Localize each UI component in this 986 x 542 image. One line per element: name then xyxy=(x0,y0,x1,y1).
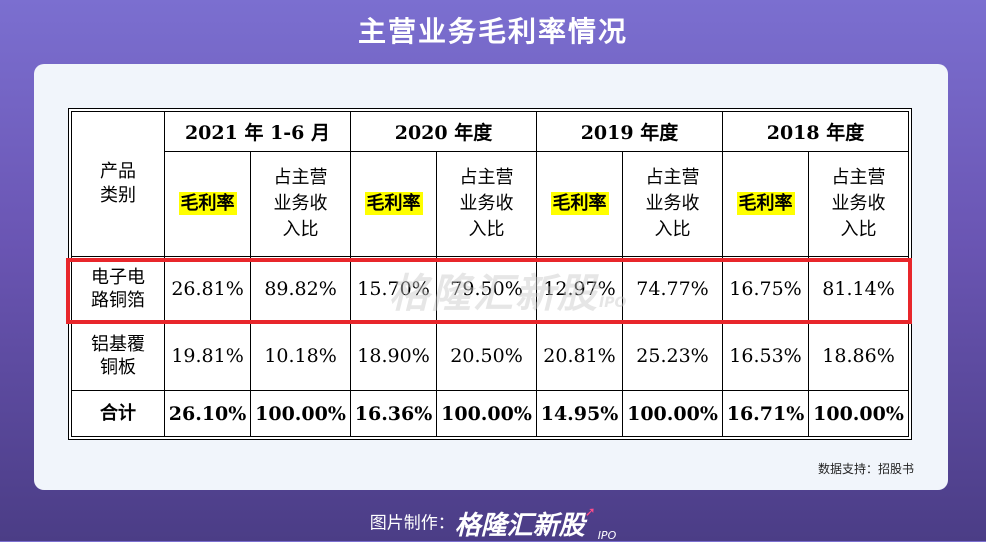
gross-margin-table-frame: 产品 类别 2021 年 1-6 月 2020 年度 2019 年度 2018 … xyxy=(68,108,912,440)
table-cell: 16.75% xyxy=(721,255,810,323)
share-label-text: 占主营业务收入比 xyxy=(831,166,886,240)
table-cell: 19.81% xyxy=(163,321,252,392)
table-cell: 15.70% xyxy=(349,255,438,323)
share-label-text: 占主营业务收入比 xyxy=(459,166,514,240)
footer-credit: 图片制作：格隆汇新股➚IPO xyxy=(0,505,986,542)
table-cell: 14.95% xyxy=(535,390,624,437)
period-header: 2019 年度 xyxy=(535,111,723,152)
page-title: 主营业务毛利率情况 xyxy=(357,15,628,48)
footer-ipo: IPO xyxy=(597,529,617,542)
table-cell: 25.23% xyxy=(622,321,723,392)
table-cell: 89.82% xyxy=(250,255,351,323)
table-cell: 79.50% xyxy=(436,255,537,323)
table-row: 电子电路铜箔 26.81% 89.82% 15.70% 79.50% 12.97… xyxy=(71,255,909,323)
table-cell: 26.81% xyxy=(163,255,252,323)
table-row-total: 合计 26.10% 100.00% 16.36% 100.00% 14.95% … xyxy=(71,390,909,437)
period-header: 2021 年 1-6 月 xyxy=(164,111,351,152)
period-header: 2018 年度 xyxy=(721,111,910,152)
table-cell: 16.53% xyxy=(721,321,810,392)
arrow-icon: ➚ xyxy=(584,505,596,520)
share-label-text: 占主营业务收入比 xyxy=(645,166,700,240)
table-cell: 16.36% xyxy=(349,390,438,437)
table-cell: 100.00% xyxy=(436,390,537,437)
row-category: 合计 xyxy=(71,390,165,437)
row-category: 电子电路铜箔 xyxy=(71,255,165,323)
gross-margin-table: 产品 类别 2021 年 1-6 月 2020 年度 2019 年度 2018 … xyxy=(71,111,910,437)
table-row: 铝基覆铜板 19.81% 10.18% 18.90% 20.50% 20.81%… xyxy=(71,321,909,392)
footer-brand-logo: 格隆汇新股 xyxy=(454,511,585,541)
row-category: 铝基覆铜板 xyxy=(71,321,165,392)
share-label-text: 占主营业务收入比 xyxy=(273,166,328,240)
period-header: 2020 年度 xyxy=(349,111,537,152)
table-cell: 18.86% xyxy=(808,321,909,392)
share-header: 占主营业务收入比 xyxy=(808,150,909,257)
table-cell: 20.81% xyxy=(535,321,624,392)
margin-header: 毛利率 xyxy=(535,150,624,257)
content-card: 产品 类别 2021 年 1-6 月 2020 年度 2019 年度 2018 … xyxy=(34,64,948,490)
table-cell: 10.18% xyxy=(250,321,351,392)
table-cell: 26.10% xyxy=(163,390,252,437)
margin-header: 毛利率 xyxy=(721,150,810,257)
table-cell: 18.90% xyxy=(349,321,438,392)
table-cell: 100.00% xyxy=(808,390,909,437)
category-header-line1: 产品 xyxy=(100,161,136,183)
table-cell: 74.77% xyxy=(622,255,723,323)
table-cell: 81.14% xyxy=(808,255,909,323)
table-cell: 12.97% xyxy=(535,255,624,323)
category-header-line2: 类别 xyxy=(100,184,136,206)
share-header: 占主营业务收入比 xyxy=(250,150,351,257)
table-cell: 100.00% xyxy=(250,390,351,437)
table-cell: 16.71% xyxy=(721,390,810,437)
footer-label: 图片制作： xyxy=(369,513,455,534)
data-source: 数据支持：招股书 xyxy=(817,462,914,476)
margin-header: 毛利率 xyxy=(163,150,252,257)
category-header: 产品 类别 xyxy=(71,111,165,257)
margin-header: 毛利率 xyxy=(349,150,438,257)
table-cell: 100.00% xyxy=(622,390,723,437)
share-header: 占主营业务收入比 xyxy=(436,150,537,257)
share-header: 占主营业务收入比 xyxy=(622,150,723,257)
table-cell: 20.50% xyxy=(436,321,537,392)
